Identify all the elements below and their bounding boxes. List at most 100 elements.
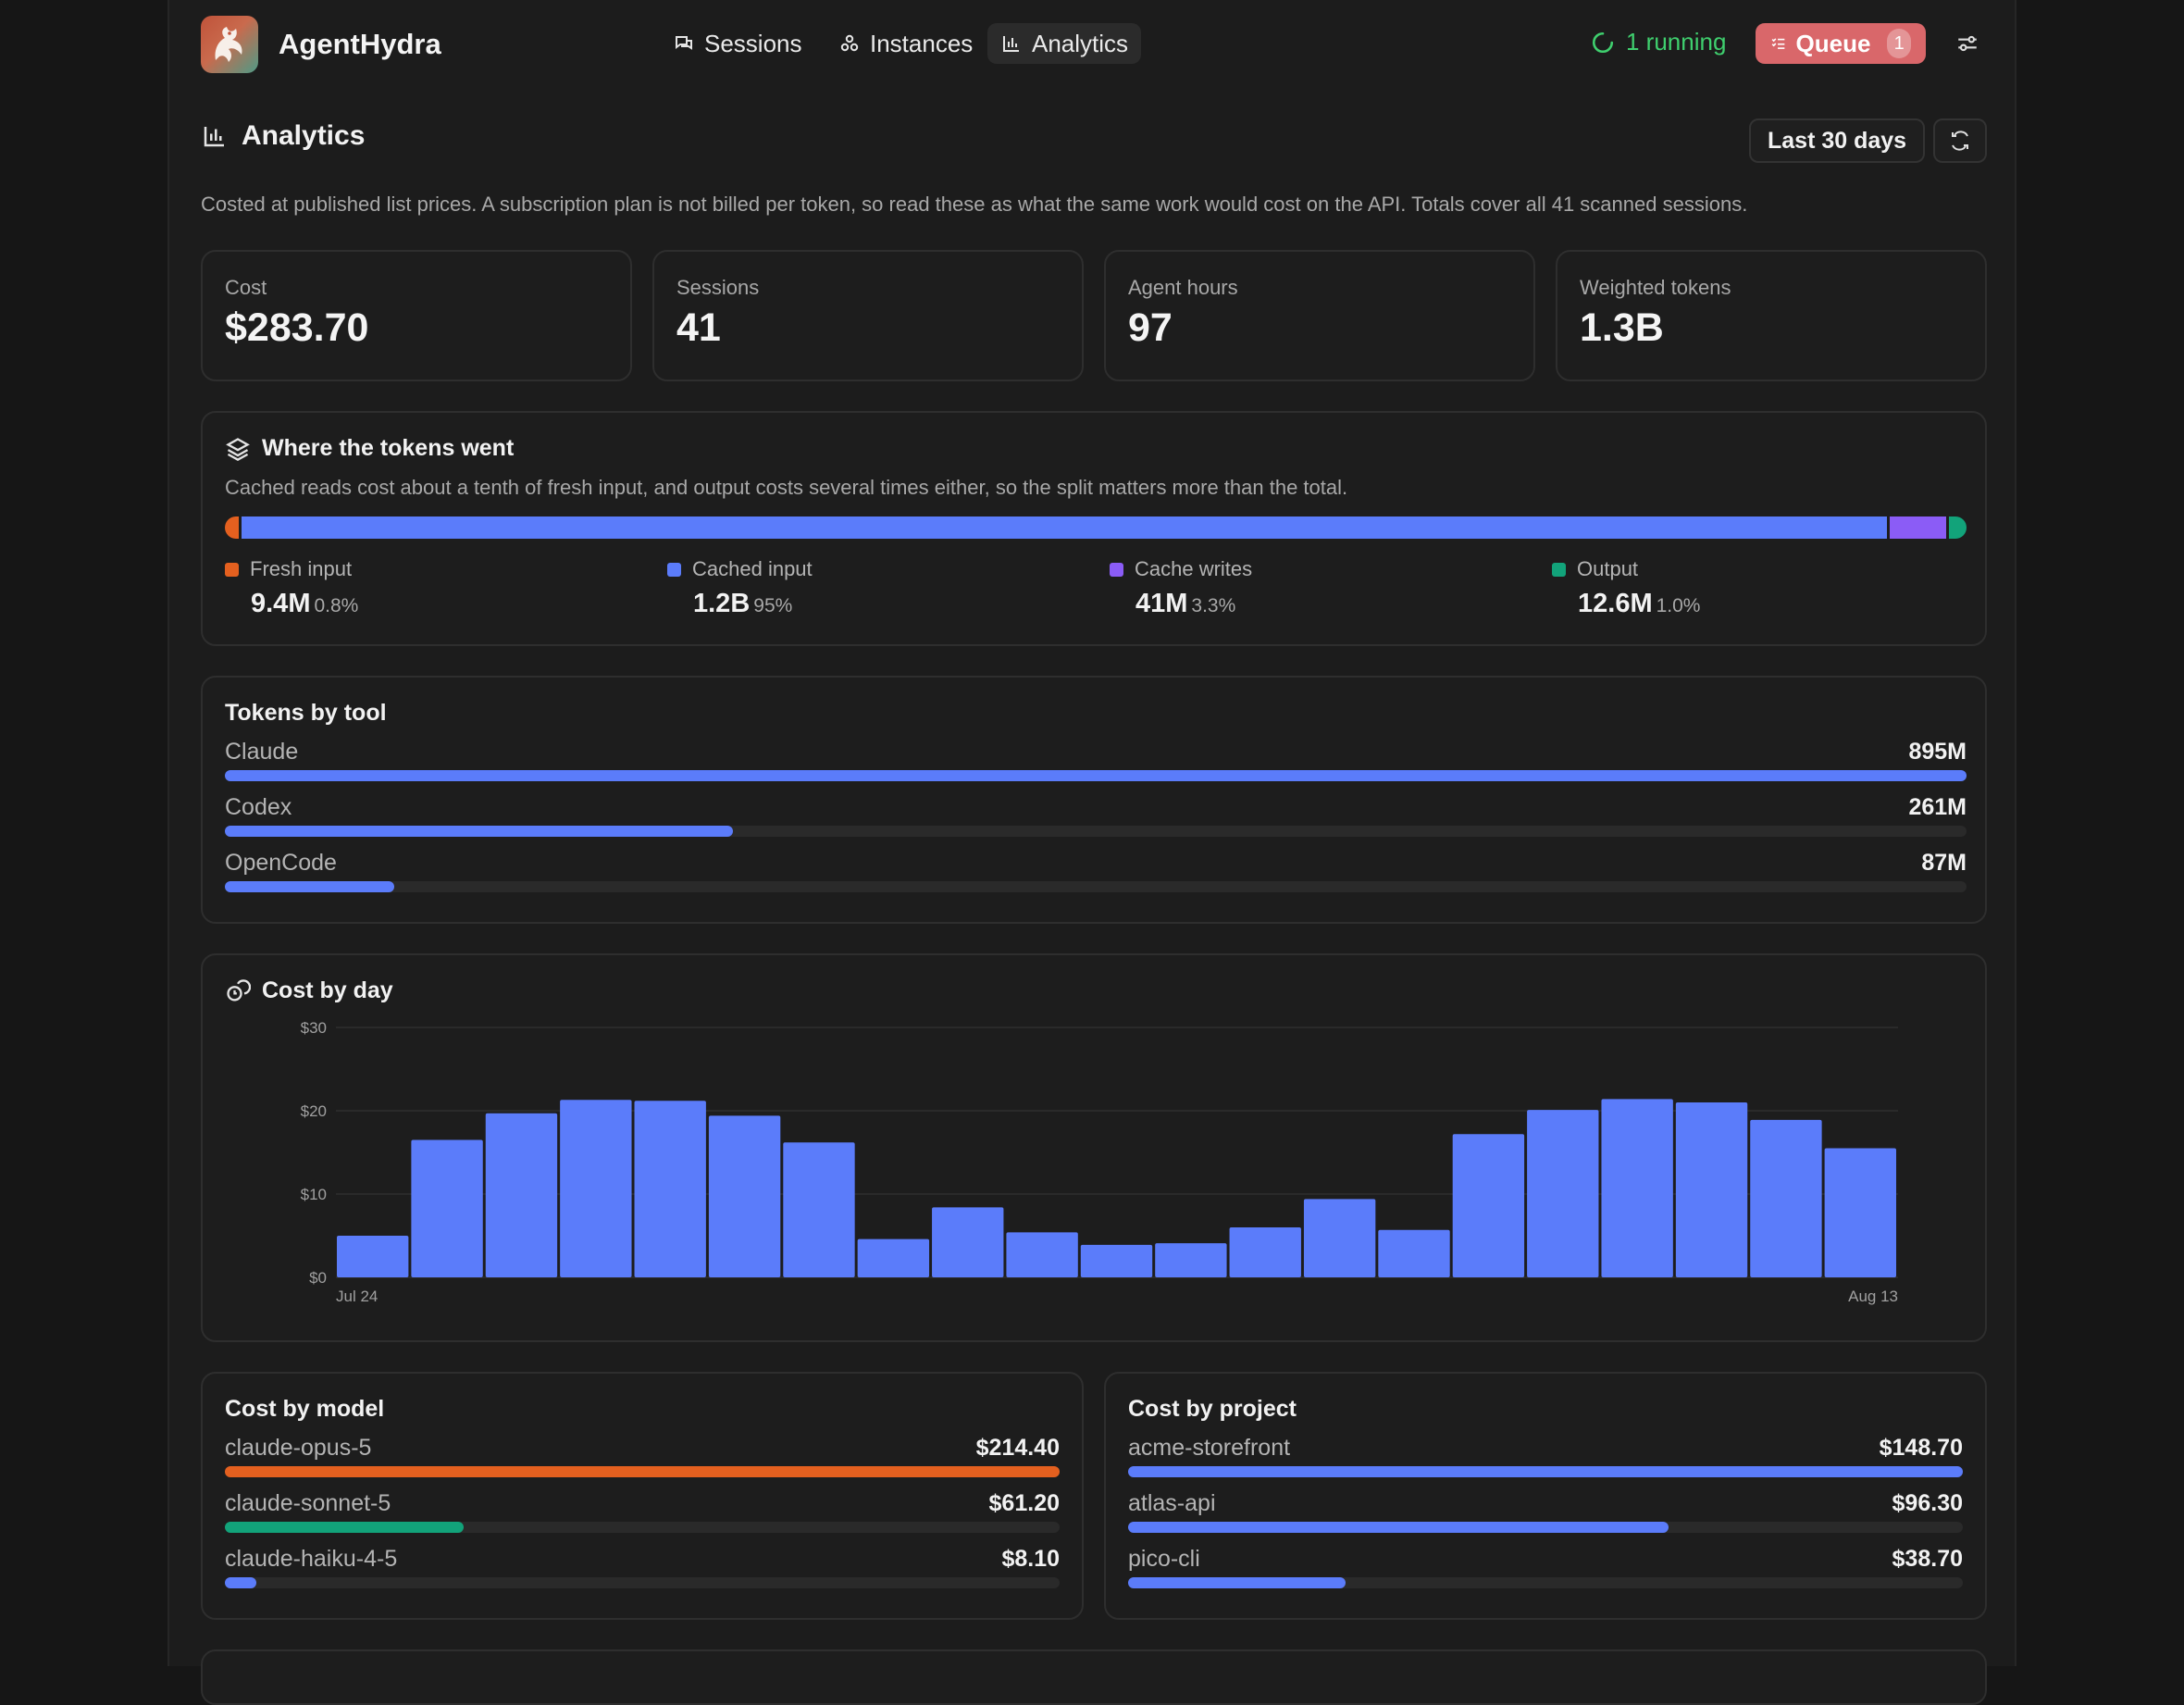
cost-by-day-chart: $0 $10 $20 $30 Jul 24 Aug 13 [301,1022,1898,1305]
legend-cached-input: Cached input 1.2B 95% [667,557,813,619]
bar-aug-3[interactable] [1080,1244,1153,1277]
bar-track [225,1522,1060,1533]
bar-fill [1128,1466,1963,1477]
cost-by-day-card: Cost by day $0 $10 $20 $30 Jul 24 Aug 13 [201,953,1987,1342]
bar-aug-11[interactable] [1675,1102,1748,1277]
token-split-card: Where the tokens went Cached reads cost … [201,411,1987,646]
bar-aug-2[interactable] [1006,1232,1078,1277]
top-nav: AgentHydra Sessions Instances Analytics … [201,0,1987,89]
bar-aug-9[interactable] [1527,1110,1599,1277]
bar-jul-24[interactable] [337,1236,409,1277]
nodes-icon [840,34,859,52]
running-status[interactable]: 1 running [1591,28,1726,56]
cost-by-project-card: Cost by project acme-storefront $148.70 at… [1104,1372,1987,1620]
layers-icon [226,437,250,461]
bar-fill [1128,1577,1346,1588]
legend-pct: 3.3% [1191,595,1236,616]
tokens-by-tool-card: Tokens by tool Claude 895M Codex 261M OpenCo… [201,676,1987,924]
x-tick-label: Jul 24 [336,1288,378,1305]
bar-aug-13[interactable] [1824,1148,1896,1278]
bar-row-value: $38.70 [1892,1546,1963,1572]
y-tick-label: $10 [301,1186,327,1203]
stat-label: Sessions [676,276,760,299]
bar-jul-25[interactable] [411,1139,483,1278]
legend-cache-writes: Cache writes 41M 3.3% [1110,557,1252,619]
bar-aug-7[interactable] [1378,1229,1450,1277]
bar-aug-8[interactable] [1452,1134,1525,1277]
bar-track [1128,1577,1963,1588]
y-tick-label: $0 [309,1269,327,1287]
app-logo[interactable] [201,16,258,73]
legend-label: Output [1577,557,1639,580]
bar-row-label: pico-cli [1128,1546,1200,1572]
running-label: 1 running [1626,28,1727,56]
bar-chart-icon [1003,36,1019,52]
date-range-button[interactable]: Last 30 days [1749,118,1926,163]
legend-value: 9.4M [251,589,311,618]
bar-row-label: OpenCode [225,850,337,876]
stat-card-weighted-tokens: Weighted tokens 1.3B [1556,250,1987,381]
bar-jul-30[interactable] [783,1142,855,1277]
legend-swatch [1552,562,1566,577]
pricing-note: Costed at published list prices. A subsc… [201,193,1748,216]
bar-aug-6[interactable] [1303,1199,1376,1277]
settings-button[interactable] [1955,31,1979,56]
bar-row-label: claude-haiku-4-5 [225,1546,398,1572]
token-split-subtitle: Cached reads cost about a tenth of fresh… [225,476,1348,499]
bar-jul-29[interactable] [708,1115,781,1277]
stat-value: 97 [1128,305,1173,350]
page-title: Analytics [242,120,366,151]
split-segment-cache-writes[interactable] [1889,516,1947,539]
legend-pct: 95% [753,595,793,616]
card-title: Where the tokens went [225,435,514,462]
queue-button[interactable]: Queue 1 [1756,23,1926,64]
nav-analytics[interactable]: Analytics [987,23,1142,64]
bar-track [225,1466,1060,1477]
bar-fill [1128,1522,1669,1533]
stat-label: Agent hours [1128,276,1238,299]
bar-jul-26[interactable] [485,1113,558,1277]
bar-track [1128,1522,1963,1533]
sliders-icon [1958,35,1977,52]
token-split-title: Where the tokens went [262,435,515,461]
dragon-logo-icon [215,27,242,62]
legend-label: Cache writes [1135,557,1253,580]
bar-fill [225,770,1967,781]
split-segment-fresh-input[interactable] [225,516,239,539]
stat-value: 1.3B [1580,305,1664,350]
cost-by-day-title: Cost by day [262,977,393,1003]
bar-aug-10[interactable] [1601,1099,1673,1277]
bar-jul-28[interactable] [634,1101,706,1277]
bar-aug-1[interactable] [932,1207,1004,1277]
bar-row-value: $8.10 [1001,1546,1060,1572]
bar-row-value: $148.70 [1879,1435,1963,1461]
bar-row-label: claude-sonnet-5 [225,1490,391,1516]
next-card [201,1649,1987,1705]
bar-jul-27[interactable] [560,1100,632,1277]
nav-instances[interactable]: Instances [825,23,986,64]
bar-row-label: Claude [225,739,299,765]
bar-aug-12[interactable] [1750,1119,1822,1277]
nav-sessions[interactable]: Sessions [660,23,815,64]
bar-track [225,770,1967,781]
bar-fill [225,1522,464,1533]
bar-row-label: claude-opus-5 [225,1435,372,1461]
bar-row-label: Codex [225,794,292,820]
bar-fill [225,1577,257,1588]
split-segment-output[interactable] [1949,516,1967,539]
nav-analytics-label: Analytics [1032,29,1129,57]
bar-aug-4[interactable] [1155,1243,1227,1277]
split-segment-cached-input[interactable] [241,516,1887,539]
legend-value: 41M [1135,589,1188,618]
stat-label: Weighted tokens [1580,276,1731,299]
bar-aug-5[interactable] [1229,1227,1301,1277]
refresh-icon [1952,131,1968,151]
legend-swatch [225,562,239,577]
refresh-button[interactable] [1933,118,1987,163]
stat-value: 41 [676,305,721,350]
legend-pct: 0.8% [314,595,359,616]
bar-row-label: atlas-api [1128,1490,1216,1516]
y-tick-label: $20 [301,1102,327,1120]
y-tick-label: $30 [301,1022,327,1037]
bar-jul-31[interactable] [857,1238,930,1277]
